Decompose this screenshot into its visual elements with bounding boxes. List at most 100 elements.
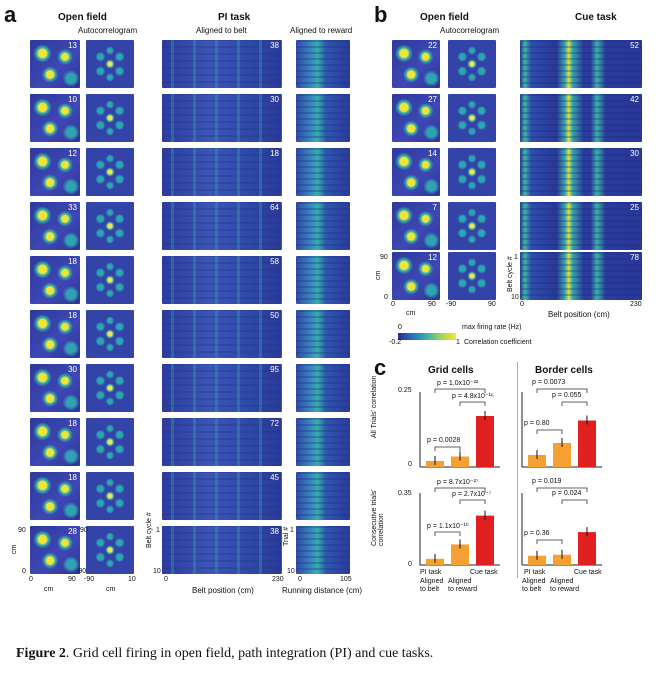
panel-b-label: b [374, 2, 388, 27]
a-autocorr-map [86, 94, 134, 142]
b-field-map: 22 [392, 40, 440, 88]
a-ac-x1: 10 [128, 576, 136, 583]
b-autocorr-map [448, 148, 496, 196]
c-sig-bracket [434, 531, 461, 536]
c-border-title: Border cells [535, 365, 593, 376]
legend-one: 1 [456, 339, 460, 346]
a-field-x0: 0 [29, 576, 33, 583]
b-cue-task-title: Cue task [575, 12, 617, 23]
c-bar [553, 554, 571, 565]
a-belt-map: 58 [162, 256, 282, 304]
cell-count: 78 [630, 253, 639, 262]
c-sig-bracket [459, 401, 486, 406]
cell-count: 18 [68, 473, 77, 482]
a-belt-x1: 230 [272, 576, 284, 583]
cell-count: 12 [68, 149, 77, 158]
cell-count: 38 [270, 41, 279, 50]
cell-count: 45 [270, 473, 279, 482]
b-belt-y10: 10 [511, 294, 519, 301]
c-top-ytick-0: 0 [408, 461, 412, 468]
a-field-map: 18 [30, 418, 80, 466]
cell-count: 72 [270, 419, 279, 428]
c-grid-title: Grid cells [428, 365, 474, 376]
a-reward-x1: 105 [340, 576, 352, 583]
cell-count: 30 [270, 95, 279, 104]
a-reward-xlabel: Running distance (cm) [282, 586, 363, 595]
b-autocorr-title: Autocorrelogram [440, 26, 500, 35]
a-autocorr-map [86, 256, 134, 304]
cell-count: 18 [68, 419, 77, 428]
a-autocorr-map [86, 472, 134, 520]
c-sig-bracket [561, 401, 588, 406]
b-cue-map: 30 [520, 148, 642, 196]
a-field-y-top: 90 [18, 527, 26, 534]
b-cue-map: 25 [520, 202, 642, 250]
caption-text: . Grid cell firing in open field, path i… [65, 646, 434, 661]
a-autocorr-map [86, 526, 134, 574]
caption-bold: Figure 2 [16, 646, 66, 661]
a-field-x1: 90 [68, 576, 76, 583]
a-autocorr-map [86, 148, 134, 196]
a-belt-map: 45 [162, 472, 282, 520]
c-p-border-bot-1: p = 0.024 [552, 490, 582, 497]
a-reward-map [296, 310, 350, 358]
b-autocorr-map [448, 202, 496, 250]
b-cue-map: 52 [520, 40, 642, 88]
c-border-xlabel-pi: PI task [524, 569, 546, 576]
c-border-xsub-belt: Aligned to belt [522, 578, 546, 593]
c-p-border-bot-0: p = 0.019 [532, 478, 562, 485]
c-p-grid-top-2: p = 0.0028 [427, 437, 461, 444]
cell-count: 18 [270, 149, 279, 158]
cell-count: 42 [630, 95, 639, 104]
legend-rate-label: max firing rate (Hz) [462, 324, 522, 331]
a-ac-x0: -90 [84, 576, 95, 583]
a-pi-task-title: PI task [218, 12, 251, 23]
a-reward-map [296, 472, 350, 520]
c-p-grid-top-0: p = 1.0x10⁻²² [437, 380, 479, 387]
c-sig-bracket [561, 499, 588, 504]
c-grid-xsub-reward: Aligned to reward [448, 578, 478, 593]
b-cue-map: 42 [520, 94, 642, 142]
a-ac-y-top: 90 [80, 527, 88, 534]
b-cue-map: 78 [520, 252, 642, 300]
a-belt-y10: 10 [153, 568, 161, 575]
b-field-x-label: cm [406, 310, 416, 317]
a-field-map: 33 [30, 202, 80, 250]
a-field-y-bottom: 0 [22, 568, 26, 575]
a-ac-x-label: cm [106, 586, 116, 593]
a-aligned-reward-title: Aligned to reward [290, 26, 353, 35]
a-autocorr-title: Autocorrelogram [78, 26, 138, 35]
a-belt-map: 18 [162, 148, 282, 196]
a-field-map: 30 [30, 364, 80, 412]
cell-count: 18 [68, 311, 77, 320]
legend-colorbar [398, 333, 456, 340]
cell-count: 10 [68, 95, 77, 104]
b-field-y-bottom: 0 [384, 294, 388, 301]
cell-count: 95 [270, 365, 279, 374]
c-bot-ytick-max: 0.35 [398, 490, 412, 497]
c-sig-bracket [536, 388, 588, 393]
c-p-grid-bot-2: p = 1.1x10⁻¹⁰ [427, 523, 469, 530]
a-field-map: 18 [30, 472, 80, 520]
a-field-map: 13 [30, 40, 80, 88]
b-ac-x1: 90 [488, 301, 496, 308]
c-p-border-bot-2: p = 0.36 [524, 530, 550, 537]
c-border-xsub-reward: Aligned to reward [550, 578, 580, 593]
c-p-border-top-0: p = 0.0073 [532, 379, 566, 386]
c-sig-bracket [536, 487, 588, 492]
a-field-x-label: cm [44, 586, 54, 593]
c-bar [451, 456, 469, 467]
c-bar [476, 515, 494, 565]
c-sig-bracket [434, 446, 461, 451]
a-reward-map [296, 148, 350, 196]
c-bar [476, 416, 494, 467]
b-field-map: 7 [392, 202, 440, 250]
a-autocorr-map [86, 418, 134, 466]
cell-count: 27 [428, 95, 437, 104]
a-reward-map [296, 526, 350, 574]
b-belt-xlabel: Belt position (cm) [548, 310, 610, 319]
b-autocorr-map [448, 94, 496, 142]
a-trial-y10: 10 [287, 568, 295, 575]
c-bar [553, 443, 571, 467]
a-belt-map: 38 [162, 526, 282, 574]
